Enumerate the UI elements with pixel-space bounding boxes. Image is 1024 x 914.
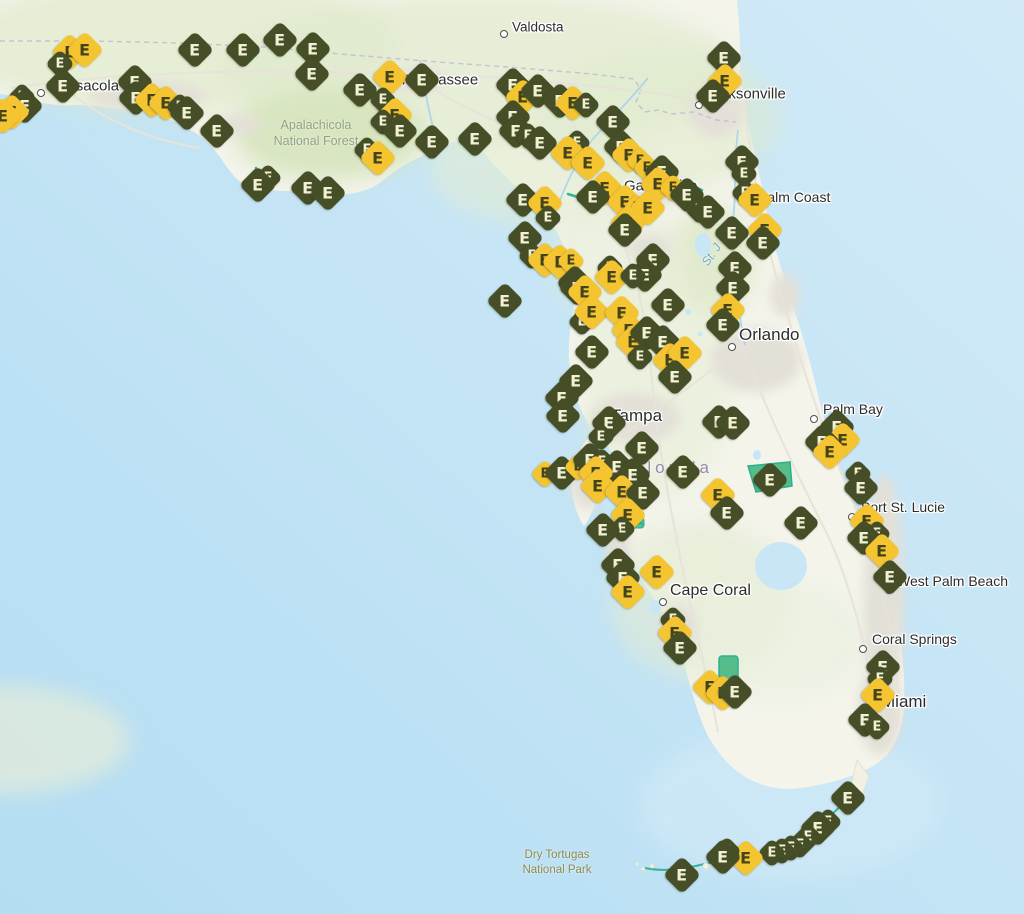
marker-letter: E [721,503,733,522]
marker-letter: E [181,103,193,122]
marker-letter: E [884,567,896,586]
marker-letter: E [416,70,428,89]
marker-letter: E [597,520,609,539]
map-marker[interactable]: E [485,281,525,321]
marker-letter: E [628,268,638,284]
marker-letter: E [757,233,769,252]
marker-letter: E [570,371,582,390]
marker-letter: E [636,438,648,457]
map-marker[interactable]: E [750,460,790,500]
marker-letter: E [586,342,598,361]
marker-letter: E [596,429,606,445]
map-marker[interactable]: E [175,30,215,70]
marker-letter: E [876,541,888,560]
map-marker[interactable]: E [637,552,677,592]
marker-letter: E [543,210,553,226]
map-marker[interactable]: E [223,30,263,70]
marker-letter: E [534,133,546,152]
marker-letter: E [635,349,645,365]
marker-letter: E [426,132,438,151]
marker-letter: E [189,40,201,59]
marker-letter: E [858,528,870,547]
marker-letter: E [674,638,686,657]
marker-letter: E [726,223,738,242]
marker-letter: E [274,30,286,49]
marker-letter: E [237,40,249,59]
marker-letter: E [795,513,807,532]
map-marker[interactable]: E [412,122,452,162]
marker-letter: E [767,845,777,861]
marker-letter: E [384,67,396,86]
marker-letter: E [517,190,529,209]
marker-letter: E [739,166,749,182]
marker-letter: E [842,788,854,807]
marker-letter: E [586,302,598,321]
marker-letter: E [469,129,481,148]
map-marker[interactable]: E [402,60,442,100]
marker-letter: E [581,97,591,113]
marker-letter: E [619,220,631,239]
map-marker[interactable]: E [292,54,332,94]
marker-letter: E [582,153,594,172]
marker-letter: E [354,80,366,99]
map-marker[interactable]: E [648,285,688,325]
marker-letter: E [637,483,649,502]
marker-letter: E [607,112,619,131]
marker-letter: E [394,121,406,140]
map-marker[interactable]: E [703,837,743,877]
marker-letter: E [872,719,882,735]
marker-letter: E [622,582,634,601]
marker-letter: E [592,476,604,495]
marker-letter: E [79,40,91,59]
marker-letter: E [872,685,884,704]
marker-letter: E [499,291,511,310]
marker-letter: E [307,39,319,58]
marker-letter: E [306,64,318,83]
marker-letter: E [587,187,599,206]
map-marker[interactable]: E [828,778,868,818]
marker-letter: E [651,562,663,581]
marker-letter: E [679,343,691,362]
marker-letter: E [322,183,334,202]
map-marker[interactable]: E [781,503,821,543]
marker-letter: E [681,185,693,204]
marker-letter: E [702,202,714,221]
marker-letter: E [729,682,741,701]
marker-letter: E [740,848,752,867]
marker-letter: E [211,121,223,140]
marker-letter: E [707,86,719,105]
marker-letter: E [717,315,729,334]
marker-letter: E [727,413,739,432]
marker-letter: E [749,190,761,209]
map-marker[interactable]: E [662,855,702,895]
marker-letter: E [642,198,654,217]
marker-letter: E [855,478,867,497]
map-marker[interactable]: E [197,111,237,151]
map-marker[interactable]: E [260,20,300,60]
marker-letter: E [57,76,69,95]
map-marker[interactable]: E [455,119,495,159]
marker-letter: E [662,295,674,314]
marker-letter: E [669,367,681,386]
marker-letter: E [557,406,569,425]
marker-letter: E [677,462,689,481]
marker-letter: E [252,175,264,194]
map-marker[interactable]: E [43,66,83,106]
marker-letter: E [532,81,544,100]
marker-letter: E [372,148,384,167]
marker-letter: E [676,865,688,884]
marker-letter: E [0,106,9,125]
map-marker[interactable]: E [663,452,703,492]
marker-letter: E [717,847,729,866]
marker-letter: E [764,470,776,489]
marker-letter: E [824,442,836,461]
marker-letter: E [606,267,618,286]
